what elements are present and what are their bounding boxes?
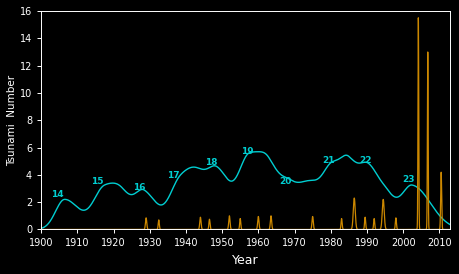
Text: 22: 22 — [358, 156, 370, 165]
Text: 19: 19 — [241, 147, 253, 156]
Y-axis label: Tsunami  Number: Tsunami Number — [7, 75, 17, 166]
Text: 14: 14 — [51, 190, 64, 199]
Text: 18: 18 — [205, 158, 217, 167]
X-axis label: Year: Year — [232, 254, 258, 267]
Text: 23: 23 — [402, 175, 414, 184]
Text: 17: 17 — [167, 171, 179, 180]
Text: 16: 16 — [132, 183, 145, 192]
Text: 21: 21 — [322, 156, 335, 165]
Text: 15: 15 — [91, 178, 103, 186]
Text: 20: 20 — [279, 178, 291, 186]
